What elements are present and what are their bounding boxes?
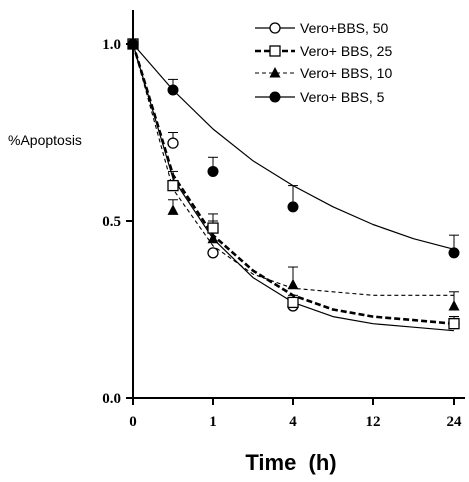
y-tick-label-0: 0.0 [102,391,121,407]
legend-label-2: Vero+ BBS, 10 [300,65,392,81]
tick-labels: 0.0 0.5 1.0 0 1 4 12 24 [102,37,462,430]
data-point-1-3 [287,296,299,309]
tick-marks [126,43,455,405]
data-point-2-1 [167,204,179,215]
legend-label-0: Vero+BBS, 50 [300,20,389,36]
axes [132,10,465,399]
legend-marker-1 [269,45,281,57]
x-tick-label-0: 0 [129,414,137,430]
y-axis-label: %Apoptosis [8,132,82,148]
x-tick-label-2: 4 [289,414,297,430]
legend: Vero+BBS, 50 Vero+ BBS, 25 Vero+ BBS, 10 Ve… [255,20,392,105]
data-point-2-3 [287,278,299,290]
y-tick-label-2: 1.0 [102,37,121,53]
legend-label-3: Vero+ BBS, 5 [300,89,385,105]
data-point-3-4 [448,247,460,259]
legend-marker-2 [269,67,281,78]
error-bars [168,78,459,324]
legend-label-1: Vero+ BBS, 25 [300,43,392,59]
data-point-1-4 [448,318,460,330]
fit-curve-2 [132,43,454,296]
data-point-0-1 [167,137,179,149]
data-point-2-2 [207,232,219,244]
x-tick-label-1: 1 [209,414,217,430]
data-point-2-4 [448,299,460,311]
data-point-1-1 [167,179,179,192]
x-tick-label-4: 24 [447,414,463,430]
data-point-3-1 [167,84,179,96]
y-tick-label-1: 0.5 [102,214,121,230]
x-axis-label: Time (h) [245,450,336,475]
data-point-3-2 [207,165,219,177]
data-points [127,38,460,330]
data-point-3-3 [287,201,299,213]
data-point-0-2 [207,247,219,259]
legend-marker-0 [269,22,281,34]
data-point-1-2 [207,222,219,234]
legend-marker-3 [269,91,281,103]
fit-curve-3 [132,43,455,250]
x-tick-label-3: 12 [366,414,381,430]
